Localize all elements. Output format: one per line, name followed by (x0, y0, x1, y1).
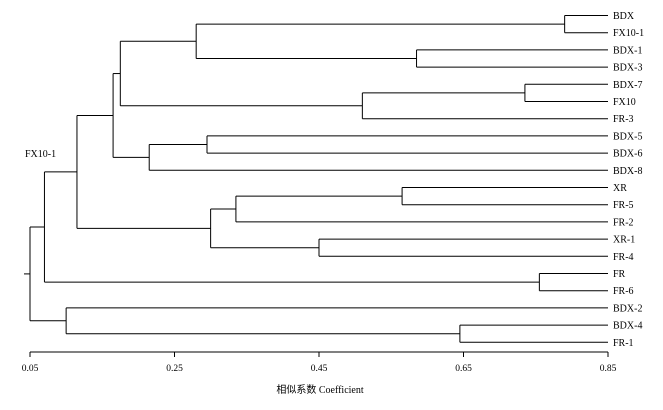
leaf-label: BDX-2 (613, 303, 642, 314)
leaf-label: BDX-5 (613, 131, 642, 142)
leaf-label: FX10-1 (613, 28, 644, 39)
x-axis: 0.05 0.25 0.45 0.65 0.85 相似系数 Coefficient (22, 351, 617, 396)
leaf-label: FR-6 (613, 286, 634, 297)
x-axis-ticks: 0.05 0.25 0.45 0.65 0.85 (22, 352, 617, 374)
leaf-label: FR (613, 269, 626, 280)
leaf-label: BDX-1 (613, 45, 642, 56)
leaf-label: FX10 (613, 97, 636, 108)
leaf-label: FR-4 (613, 252, 634, 263)
leaf-label: BDX (613, 11, 635, 22)
leaf-labels: BDX FX10-1 BDX-1 BDX-3 BDX-7 FX10 FR-3 BDX-5 BDX… (613, 11, 644, 349)
x-axis-tick-label: 0.45 (311, 364, 328, 374)
leaf-label: BDX-8 (613, 166, 642, 177)
leaf-label: FR-2 (613, 217, 634, 228)
x-axis-tick-label: 0.25 (166, 364, 183, 374)
x-axis-title: 相似系数 Coefficient (276, 383, 364, 396)
leaf-label: BDX-7 (613, 80, 642, 91)
leaf-label: FR-1 (613, 338, 634, 349)
leaf-label: BDX-6 (613, 149, 642, 160)
leaf-label: BDX-3 (613, 63, 642, 74)
leaf-label: XR-1 (613, 235, 635, 246)
x-axis-tick-label: 0.65 (455, 364, 472, 374)
x-axis-tick-label: 0.05 (22, 364, 39, 374)
x-axis-tick-label: 0.85 (600, 364, 617, 374)
leaf-label: FR-5 (613, 200, 634, 211)
leaf-label: BDX-4 (613, 321, 642, 332)
root-label: FX10-1 (25, 149, 56, 160)
dendrogram-branches (24, 15, 608, 343)
leaf-label: XR (613, 183, 627, 194)
leaf-label: FR-3 (613, 114, 634, 125)
